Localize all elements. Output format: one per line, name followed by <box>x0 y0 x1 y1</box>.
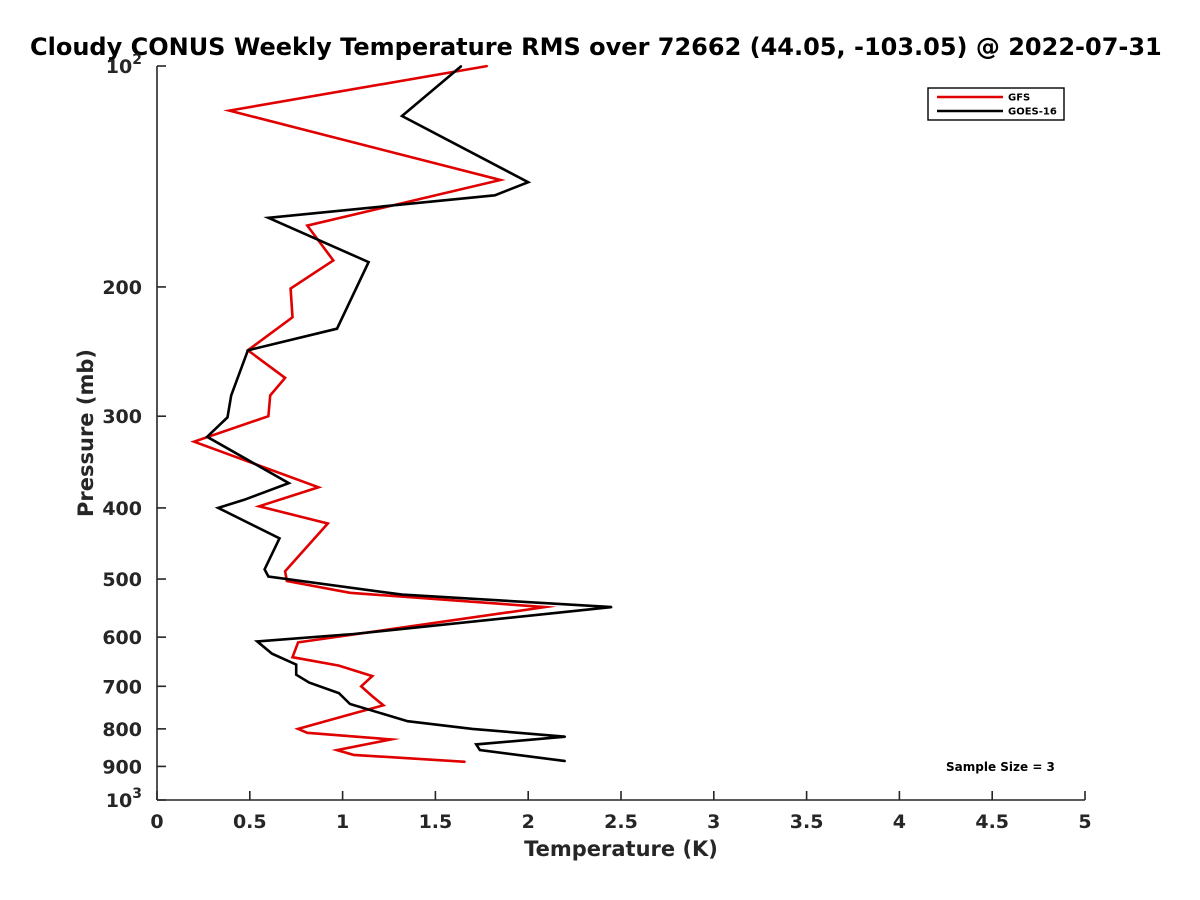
legend-label-gfs: GFS <box>1008 93 1030 104</box>
data-point-goes16 <box>288 482 290 484</box>
data-point-goes16 <box>230 394 232 397</box>
data-point-goes16 <box>406 720 409 722</box>
data-point-goes16 <box>349 703 351 705</box>
x-tick-label: 2.5 <box>604 811 638 833</box>
data-point-gfs <box>291 656 294 658</box>
data-point-goes16 <box>460 65 463 67</box>
data-point-goes16 <box>217 507 219 509</box>
data-point-goes16 <box>206 436 208 438</box>
data-point-gfs <box>317 486 320 489</box>
data-point-gfs <box>332 259 335 262</box>
data-point-goes16 <box>338 692 340 694</box>
y-axis-label: Pressure (mb) <box>74 349 98 517</box>
data-point-goes16 <box>367 261 370 263</box>
x-tick-label: 4.5 <box>975 811 1009 833</box>
x-axis-label: Temperature (K) <box>524 837 718 861</box>
data-point-gfs <box>354 712 357 714</box>
data-point-goes16 <box>226 416 229 419</box>
data-point-gfs <box>327 522 329 525</box>
x-tick-label: 0.5 <box>233 811 267 833</box>
data-point-gfs <box>258 505 260 508</box>
data-point-goes16 <box>564 735 567 738</box>
data-point-goes16 <box>263 568 266 571</box>
y-tick-label: 700 <box>102 676 142 698</box>
data-point-goes16 <box>247 349 249 352</box>
data-point-gfs <box>338 664 340 667</box>
data-point-goes16 <box>336 327 338 330</box>
data-point-goes16 <box>267 217 270 219</box>
data-point-goes16 <box>271 652 273 655</box>
legend-box <box>927 87 1065 121</box>
y-tick-label: 400 <box>102 498 142 520</box>
y-tick-label: 103 <box>106 786 142 812</box>
data-point-gfs <box>297 728 299 730</box>
chart-title: Cloudy CONUS Weekly Temperature RMS over… <box>30 33 1162 61</box>
data-point-gfs <box>349 592 351 594</box>
data-point-goes16 <box>308 681 311 684</box>
data-point-gfs <box>286 580 288 582</box>
plot-area <box>190 64 613 764</box>
x-tick-label: 1.5 <box>419 811 453 833</box>
data-point-goes16 <box>295 663 298 666</box>
x-tick-label: 3.5 <box>790 811 824 833</box>
data-point-gfs <box>284 377 286 379</box>
sample-size-annotation: Sample Size = 3 <box>946 760 1055 774</box>
y-tick-label: 102 <box>106 52 142 78</box>
data-point-goes16 <box>494 194 496 197</box>
data-point-gfs <box>289 287 292 290</box>
x-tick-label: 1 <box>336 811 349 833</box>
data-point-gfs <box>269 394 272 397</box>
data-point-goes16 <box>527 181 529 183</box>
data-point-gfs <box>486 65 489 67</box>
data-point-gfs <box>193 440 195 443</box>
data-point-goes16 <box>352 633 355 635</box>
data-point-goes16 <box>479 749 481 751</box>
y-tick-label: 300 <box>102 406 142 428</box>
x-tick-label: 4 <box>893 811 906 833</box>
data-point-gfs <box>371 695 374 697</box>
data-point-goes16 <box>243 499 245 501</box>
data-point-gfs <box>336 749 338 751</box>
data-point-gfs <box>390 738 392 741</box>
data-point-gfs <box>360 685 363 688</box>
y-tick-label: 200 <box>102 277 142 299</box>
x-axis-ticks: 0 0.5 1 1.5 2 2.5 3 3.5 4 4.5 5 <box>150 791 1092 833</box>
y-axis-ticks: 102 200 300 400 500 600 700 800 900 103 <box>102 52 166 812</box>
data-point-gfs <box>544 606 546 608</box>
data-point-goes16 <box>267 575 270 578</box>
legend: GFS GOES-16 <box>927 87 1065 121</box>
y-tick-label: 800 <box>102 719 142 741</box>
data-point-goes16 <box>475 743 478 746</box>
series-line-gfs <box>190 64 557 764</box>
data-point-gfs <box>267 415 270 418</box>
data-point-goes16 <box>564 760 567 762</box>
data-point-goes16 <box>610 606 613 608</box>
data-point-goes16 <box>401 115 403 117</box>
data-point-goes16 <box>295 673 298 676</box>
legend-label-goes16: GOES-16 <box>1008 107 1057 118</box>
data-point-gfs <box>284 570 286 573</box>
data-point-gfs <box>499 179 502 181</box>
x-tick-label: 2 <box>522 811 535 833</box>
data-point-gfs <box>306 732 309 734</box>
data-point-goes16 <box>471 728 474 730</box>
data-point-gfs <box>371 675 374 677</box>
x-tick-label: 3 <box>707 811 720 833</box>
y-tick-label: 500 <box>102 569 142 591</box>
y-tick-label: 900 <box>102 756 142 778</box>
data-point-gfs <box>291 316 294 319</box>
data-point-gfs <box>306 224 309 227</box>
data-point-goes16 <box>256 640 259 643</box>
data-point-gfs <box>297 641 299 644</box>
data-point-goes16 <box>401 593 403 596</box>
data-point-gfs <box>382 704 385 707</box>
data-point-gfs <box>464 761 466 763</box>
data-point-gfs <box>352 754 355 756</box>
y-tick-label: 600 <box>102 627 142 649</box>
x-tick-label: 0 <box>150 811 163 833</box>
data-point-gfs <box>228 109 231 112</box>
x-tick-label: 5 <box>1078 811 1091 833</box>
data-point-goes16 <box>278 537 281 540</box>
